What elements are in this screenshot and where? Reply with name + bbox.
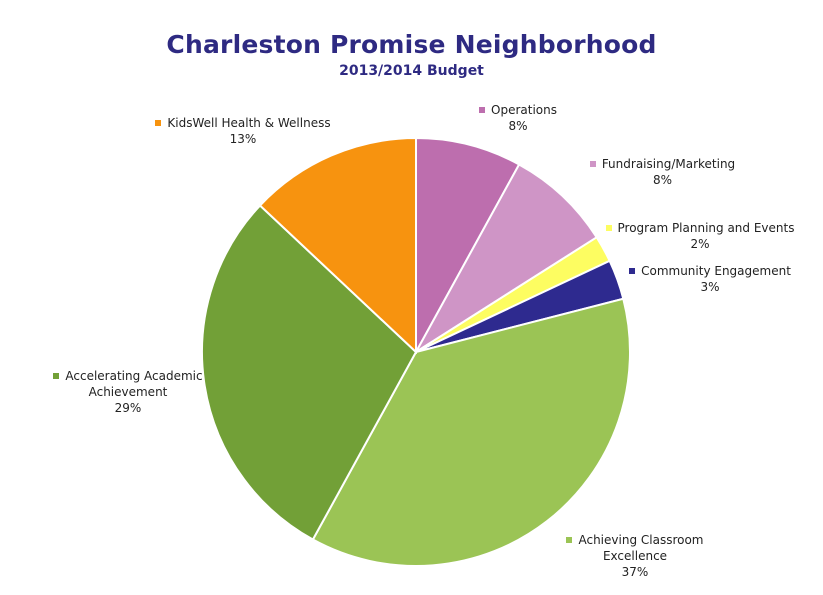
data-label-percent: 8%: [508, 119, 528, 133]
chart-subtitle: 2013/2014 Budget: [339, 63, 484, 79]
pie-slice-5: [201, 204, 418, 541]
data-label-text: Achievement: [88, 385, 168, 399]
data-label-3: Community Engagement 3%: [620, 263, 800, 295]
data-label-6: KidsWell Health & Wellness 13%: [143, 115, 343, 147]
data-label-text: Program Planning and Events: [617, 221, 795, 235]
data-label-percent: 2%: [690, 237, 710, 251]
data-label-percent: 13%: [229, 132, 257, 146]
legend-marker-1: [589, 160, 596, 167]
data-label-text: Fundraising/Marketing: [601, 157, 736, 171]
pie-slice-4: [311, 297, 631, 567]
data-label-percent: 3%: [700, 280, 720, 294]
pie-slice-6: [258, 136, 417, 355]
data-label-text: KidsWell Health & Wellness: [167, 116, 331, 130]
data-label-text: Achieving Classroom: [578, 533, 704, 547]
data-label-4: Achieving Classroom Excellence 37%: [560, 532, 710, 580]
legend-marker-6: [155, 119, 162, 126]
data-label-text: Operations: [491, 103, 557, 117]
pie-slice-0: [415, 136, 521, 353]
data-label-text: Community Engagement: [641, 264, 791, 278]
data-label-text: Excellence: [602, 549, 668, 563]
data-label-1: Fundraising/Marketing 8%: [575, 156, 750, 188]
data-label-text: Accelerating Academic: [65, 369, 203, 383]
legend-marker-3: [629, 267, 636, 274]
data-label-0: Operations 8%: [468, 102, 568, 134]
chart-title: Charleston Promise Neighborhood: [166, 30, 657, 59]
data-label-2: Program Planning and Events 2%: [600, 220, 800, 252]
legend-marker-0: [479, 106, 485, 113]
pie-slice-1: [415, 163, 599, 353]
data-label-5: Accelerating Academic Achievement 29%: [38, 368, 218, 416]
data-label-percent: 8%: [652, 173, 673, 187]
data-label-percent: 29%: [114, 401, 142, 415]
legend-marker-4: [566, 536, 573, 543]
data-label-percent: 37%: [621, 565, 649, 579]
legend-marker-5: [53, 372, 60, 379]
legend-marker-2: [605, 224, 612, 231]
